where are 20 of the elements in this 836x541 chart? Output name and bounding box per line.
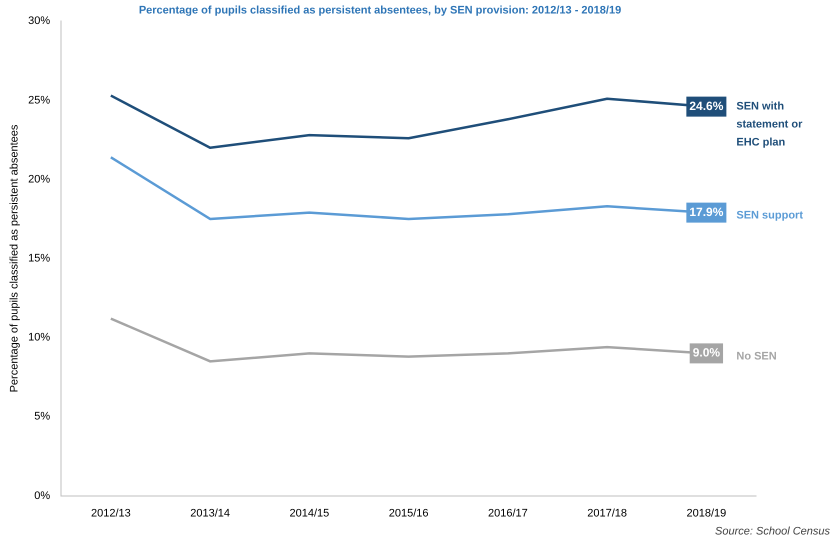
x-tick-label: 2017/18	[587, 507, 627, 520]
y-tick-label: 0%	[34, 490, 50, 502]
x-tick-label: 2018/19	[686, 507, 726, 520]
x-tick-label: 2016/17	[488, 507, 528, 520]
y-tick-label: 25%	[28, 94, 50, 106]
series-label: SEN with statement or EHC plan	[736, 100, 804, 149]
y-tick-label: 5%	[34, 410, 50, 423]
y-tick-label: 30%	[28, 15, 50, 28]
y-axis-title: Percentage of pupils classified as persistent absentees	[8, 124, 21, 392]
x-tick-label: 2015/16	[388, 507, 428, 520]
series-label: SEN support	[736, 210, 804, 222]
x-tick-label: 2013/14	[190, 507, 230, 520]
chart-title: Percentage of pupils classified as persistent absentees, by SEN provision: 2012/13 - 2018/19	[138, 4, 622, 17]
x-tick-label: 2012/13	[90, 507, 131, 520]
y-tick-label: 15%	[28, 252, 50, 265]
source-note: Source: School Census	[715, 526, 830, 538]
y-tick-label: 20%	[28, 173, 50, 186]
x-tick-label: 2014/15	[289, 507, 330, 520]
series-label: No SEN	[736, 350, 777, 362]
y-tick-label: 10%	[28, 332, 50, 344]
